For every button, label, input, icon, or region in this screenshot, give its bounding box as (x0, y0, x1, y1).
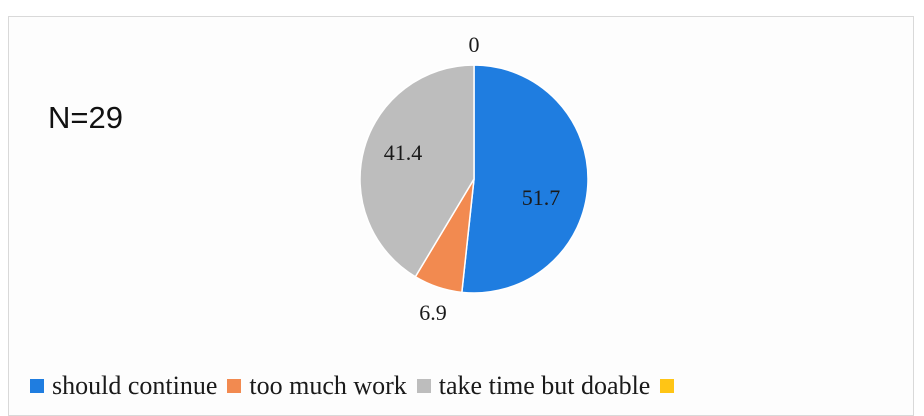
legend-item-take-time-but-doable: take time but doable (416, 371, 651, 401)
sample-size-label: N=29 (48, 100, 123, 135)
legend-label: should continue (52, 371, 218, 400)
legend-swatch (227, 379, 242, 393)
legend-swatch (660, 379, 675, 393)
data-label: 6.9 (419, 300, 447, 325)
legend-item-should-continue: should continue (30, 371, 217, 401)
data-label: 51.7 (522, 185, 561, 210)
data-label: 41.4 (384, 140, 423, 165)
legend-item-too-much-work: too much work (227, 371, 407, 401)
pie-chart: 51.7 6.9 41.4 0 (359, 32, 589, 325)
legend-item-unlabeled (660, 379, 682, 393)
legend: should continue too much work take time … (30, 368, 682, 404)
legend-label: take time but doable (438, 371, 651, 400)
pie-slice-take-time-but-doable (359, 64, 475, 278)
pie-slice-should-continue (461, 64, 589, 294)
data-label: 0 (469, 32, 480, 57)
legend-swatch (416, 379, 431, 393)
legend-label: too much work (249, 371, 407, 400)
legend-swatch (30, 379, 44, 393)
